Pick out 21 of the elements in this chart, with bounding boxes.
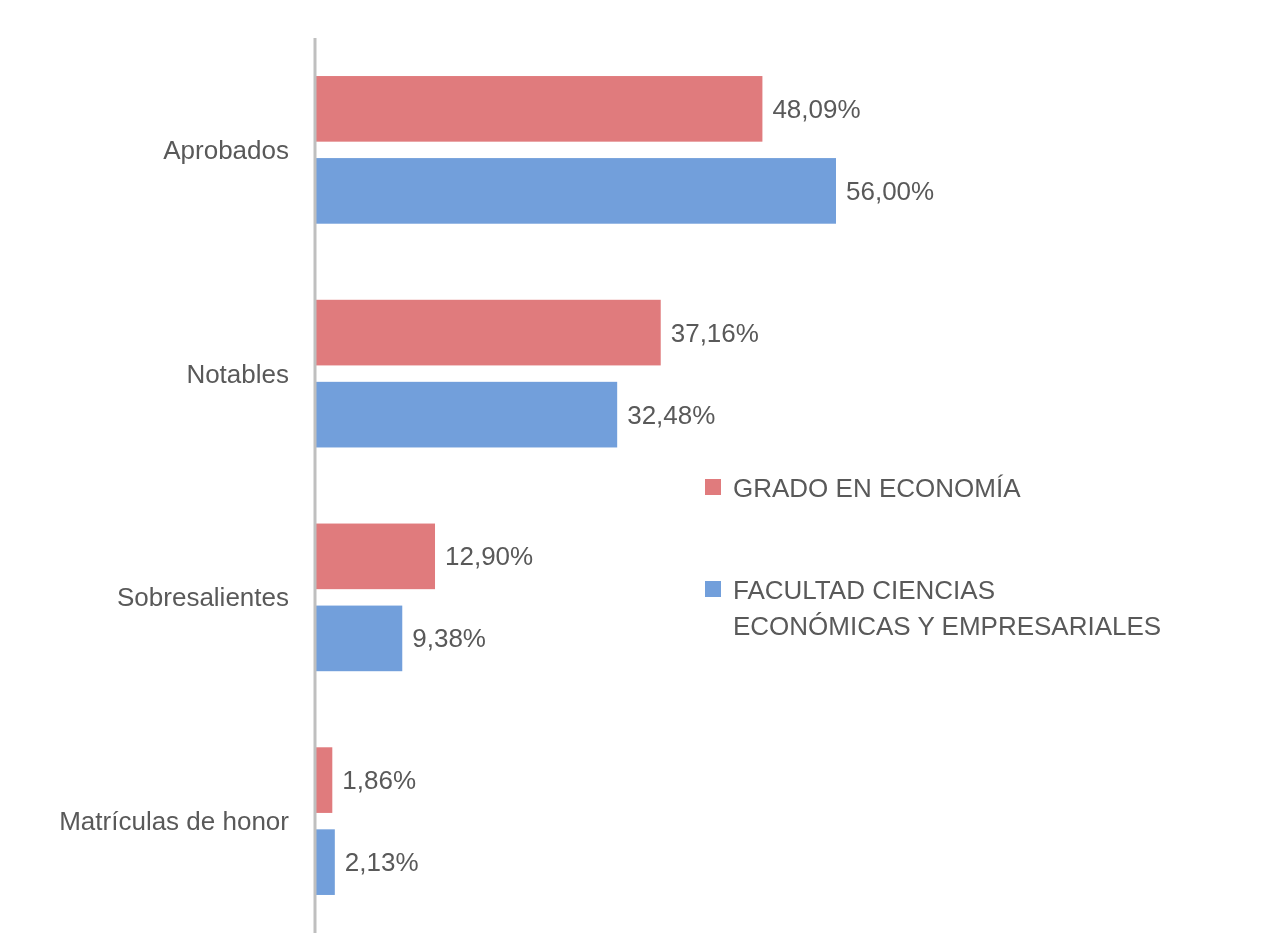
- data-label: 9,38%: [412, 623, 486, 654]
- data-label: 56,00%: [846, 176, 935, 206]
- y-tick-label: Sobresalientes: [117, 582, 289, 613]
- y-tick-label: Aprobados: [163, 134, 289, 165]
- bar: [315, 523, 436, 590]
- bar: [315, 381, 618, 448]
- bar: [315, 76, 763, 142]
- y-tick-label: Matrículas de honor: [59, 806, 290, 837]
- data-label: 12,90%: [445, 541, 534, 572]
- data-label: 2,13%: [344, 847, 419, 878]
- bar: [315, 299, 661, 366]
- data-label: 48,09%: [772, 93, 861, 124]
- legend-label: GRADO EN ECONOMÍA: [733, 473, 1022, 504]
- y-tick-label: Notables: [186, 358, 289, 389]
- data-label: 1,86%: [342, 765, 417, 796]
- data-label: 37,16%: [670, 317, 759, 348]
- legend-label: FACULTAD CIENCIAS ECONÓMICAS Y EMPRESARIALES: [733, 575, 1162, 642]
- bar: [315, 605, 403, 672]
- data-label: 32,48%: [627, 399, 716, 430]
- bar: [315, 829, 335, 895]
- bar: [315, 158, 836, 224]
